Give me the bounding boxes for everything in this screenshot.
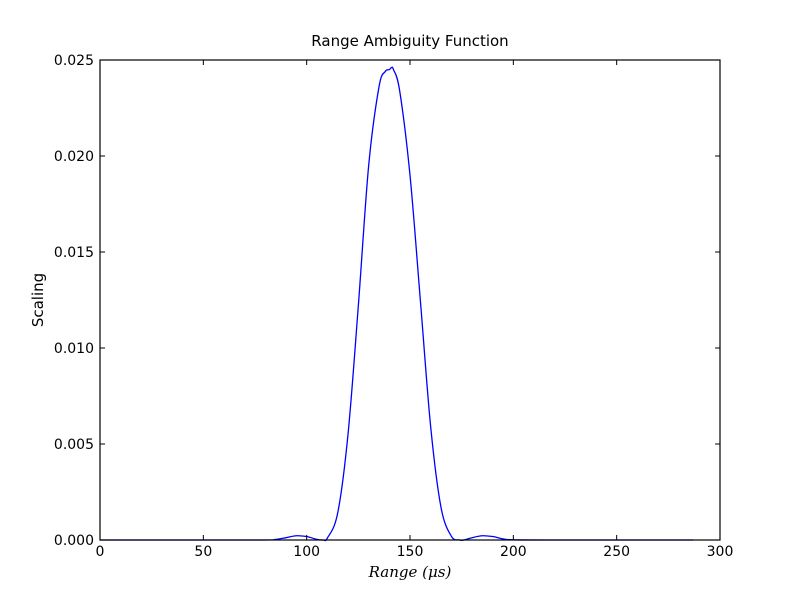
y-tick-label: 0.010 [54, 341, 94, 357]
y-axis-label: Scaling [29, 273, 47, 327]
y-tick-label: 0.020 [54, 149, 94, 165]
series-line [100, 66, 694, 542]
y-tick-label: 0.025 [54, 53, 94, 69]
y-tick-label: 0.000 [54, 533, 94, 549]
x-tick-label: 300 [707, 544, 734, 560]
plot-area [100, 66, 694, 542]
y-tick-label: 0.015 [54, 245, 94, 261]
x-tick-label: 0 [96, 544, 105, 560]
y-axis: 0.000 0.005 0.010 0.015 0.020 0.025 [54, 53, 720, 549]
x-axis: 0 50 100 150 200 250 300 [96, 60, 734, 560]
x-tick-label: 100 [293, 544, 320, 560]
x-tick-label: 200 [500, 544, 527, 560]
x-tick-label: 150 [397, 544, 424, 560]
x-tick-label: 250 [603, 544, 630, 560]
x-axis-label: Range (μs) [368, 563, 452, 581]
y-tick-label: 0.005 [54, 437, 94, 453]
chart-title: Range Ambiguity Function [311, 32, 508, 50]
x-tick-label: 50 [194, 544, 212, 560]
plot-frame [99, 59, 721, 541]
